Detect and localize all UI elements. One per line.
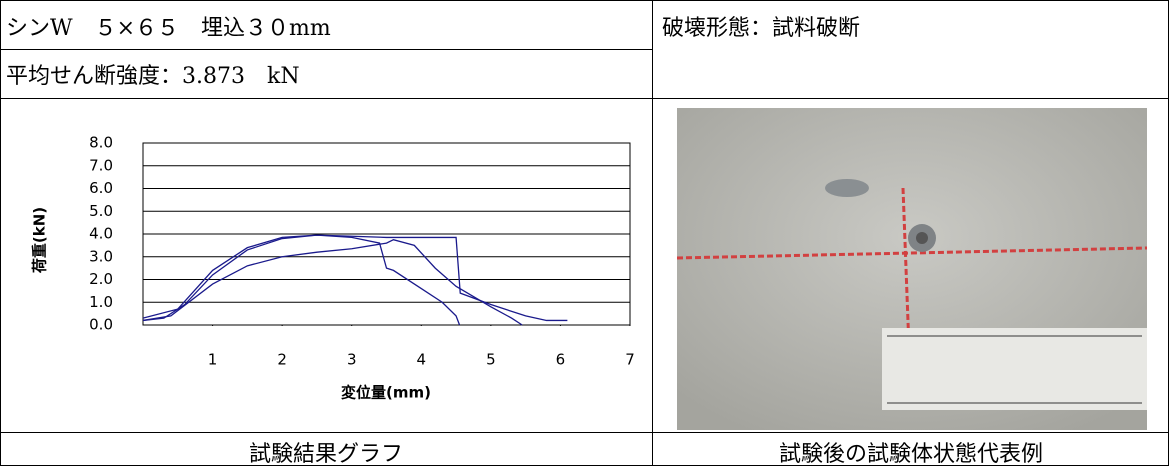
y-tick-label: 3.0 (89, 247, 113, 265)
x-tick-label: 5 (486, 351, 496, 369)
y-tick-label: 5.0 (89, 202, 113, 220)
caption: 試験結果グラフ (0, 436, 652, 466)
curve (143, 240, 522, 325)
chart: 0.0 1.0 2.0 3.0 4.0 5.0 6.0 7.0 8.0 1 2 3 4 5 6 7 変位量(mm… (0, 98, 652, 432)
x-tick-label: 6 (556, 351, 566, 369)
spec-title: シンW ５×６５ 埋込３０mm (6, 10, 331, 42)
photo (677, 108, 1147, 430)
border (0, 432, 1169, 433)
caption: 試験後の試験体状態代表例 (653, 436, 1169, 466)
y-tick-label: 2.0 (89, 270, 113, 288)
y-tick-label: 8.0 (89, 134, 113, 152)
border (0, 0, 1169, 1)
y-tick-label: 7.0 (89, 156, 113, 174)
y-tick-label: 6.0 (89, 179, 113, 197)
y-axis-label: 荷重(kN) (31, 207, 49, 273)
border (652, 0, 653, 466)
failure-mode: 破壊形態：試料破断 (662, 10, 860, 42)
y-tick-label: 4.0 (89, 225, 113, 243)
border (0, 49, 652, 50)
x-tick-label: 2 (277, 351, 287, 369)
avg-strength: 平均せん断強度：3.873 kN (6, 58, 300, 90)
y-tick-label: 1.0 (89, 293, 113, 311)
x-tick-label: 4 (417, 351, 427, 369)
x-tick-label: 3 (347, 351, 357, 369)
y-tick-label: 0.0 (89, 316, 113, 334)
curve (143, 235, 460, 325)
x-tick-label: 7 (625, 351, 635, 369)
x-tick-label: 1 (208, 351, 218, 369)
x-axis-label: 変位量(mm) (341, 384, 431, 402)
page: シンW ５×６５ 埋込３０mm 平均せん断強度：3.873 kN 破壊形態：試料… (0, 0, 1169, 466)
